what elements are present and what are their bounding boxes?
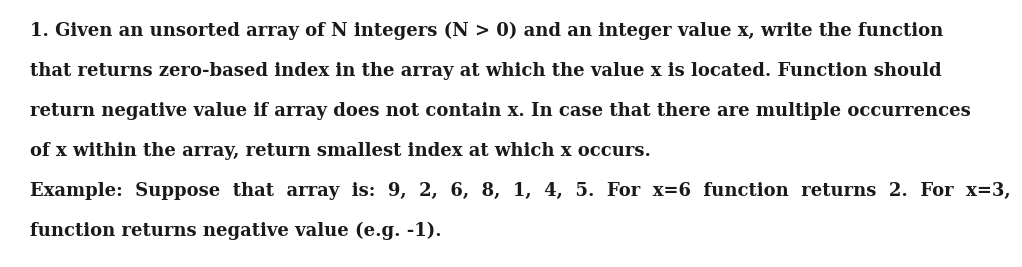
- Text: of x within the array, return smallest index at which x occurs.: of x within the array, return smallest i…: [30, 142, 651, 160]
- Text: that returns zero-based index in the array at which the value x is located. Func: that returns zero-based index in the arr…: [30, 62, 941, 80]
- Text: function returns negative value (e.g. -1).: function returns negative value (e.g. -1…: [30, 222, 442, 240]
- Text: 1. Given an unsorted array of N integers (N > 0) and an integer value x, write t: 1. Given an unsorted array of N integers…: [30, 22, 943, 40]
- Text: Example:  Suppose  that  array  is:  9,  2,  6,  8,  1,  4,  5.  For  x=6  funct: Example: Suppose that array is: 9, 2, 6,…: [30, 182, 1011, 200]
- Text: return negative value if array does not contain x. In case that there are multip: return negative value if array does not …: [30, 102, 971, 120]
